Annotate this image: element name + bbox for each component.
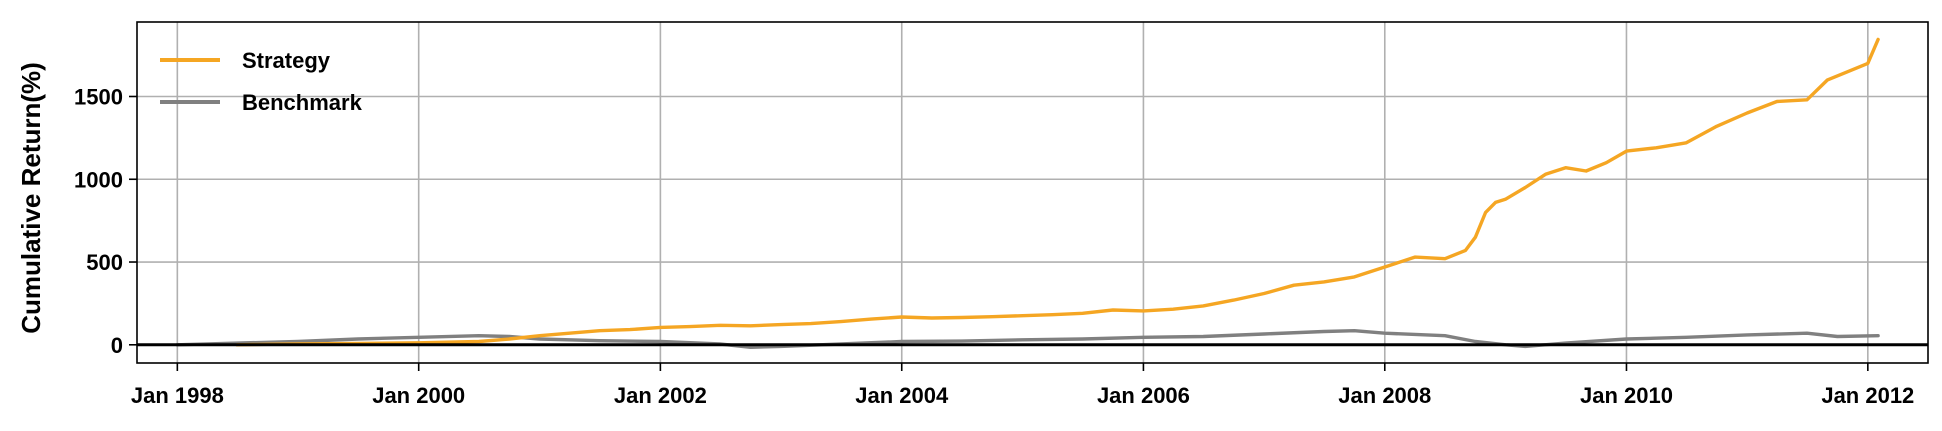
x-tick-label: Jan 2004 (855, 383, 949, 408)
series-line-strategy (235, 37, 1880, 347)
plot-area (175, 37, 1880, 349)
plot-frame (136, 21, 1929, 364)
gridlines (137, 22, 1928, 363)
axis-ticks: Jan 1998 Jan 2000 Jan 2002 Jan 2004 Jan 2006… (74, 84, 1914, 408)
series-line-benchmark (175, 329, 1880, 349)
x-tick-label: Jan 2000 (372, 383, 465, 408)
y-tick-label: 1500 (74, 84, 123, 109)
y-tick-label: 500 (86, 250, 123, 275)
x-tick-label: Jan 2010 (1580, 383, 1673, 408)
x-tick-label: Jan 2002 (614, 383, 707, 408)
legend-label-benchmark: Benchmark (242, 90, 363, 115)
y-tick-label: 1000 (74, 167, 123, 192)
x-tick-label: Jan 2008 (1338, 383, 1431, 408)
x-tick-label: Jan 1998 (131, 383, 224, 408)
x-tick-label: Jan 2012 (1821, 383, 1914, 408)
legend-label-strategy: Strategy (242, 48, 331, 73)
legend: Strategy Benchmark (160, 48, 363, 115)
x-tick-label: Jan 2006 (1097, 383, 1190, 408)
y-axis-title: Cumulative Return(%) (16, 62, 46, 334)
y-tick-label: 0 (111, 333, 123, 358)
